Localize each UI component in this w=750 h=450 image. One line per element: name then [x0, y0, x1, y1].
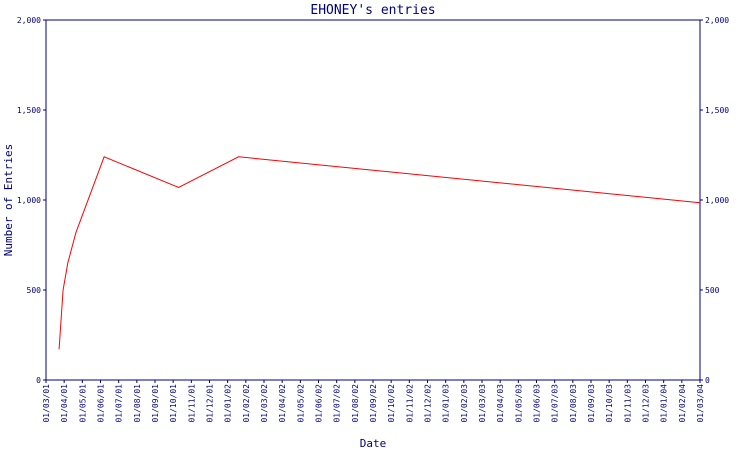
y-tick-label: 1,500: [17, 106, 41, 115]
y-tick-label: 0: [36, 376, 41, 385]
x-tick-label: 01/08/01: [133, 384, 142, 423]
x-tick-label: 01/03/04: [696, 384, 705, 423]
x-tick-label: 01/04/01: [60, 384, 69, 423]
x-axis-label: Date: [360, 437, 387, 450]
x-tick-label: 01/02/04: [678, 384, 687, 423]
y-tick-label: 500: [27, 286, 42, 295]
x-tick-label: 01/11/03: [623, 384, 632, 423]
x-tick-label: 01/08/02: [351, 384, 360, 423]
x-tick-label: 01/11/02: [405, 384, 414, 423]
x-tick-label: 01/12/03: [642, 384, 651, 423]
y2-tick-label: 2,000: [705, 16, 729, 25]
x-tick-label: 01/03/01: [42, 384, 51, 423]
x-tick-label: 01/02/03: [460, 384, 469, 423]
x-tick-label: 01/10/02: [387, 384, 396, 423]
x-tick-label: 01/07/02: [333, 384, 342, 423]
x-tick-label: 01/05/02: [296, 384, 305, 423]
y-tick-label: 2,000: [17, 16, 41, 25]
y-axis-label: Number of Entries: [2, 144, 15, 257]
x-tick-label: 01/07/01: [115, 384, 124, 423]
x-tick-label: 01/01/03: [442, 384, 451, 423]
x-tick-label: 01/06/01: [97, 384, 106, 423]
x-tick-label: 01/06/03: [533, 384, 542, 423]
x-tick-label: 01/08/03: [569, 384, 578, 423]
x-tick-label: 01/12/01: [206, 384, 215, 423]
x-tick-label: 01/05/01: [78, 384, 87, 423]
x-tick-label: 01/01/04: [660, 384, 669, 423]
x-tick-label: 01/03/02: [260, 384, 269, 423]
line-series: [58, 156, 701, 350]
x-tick-label: 01/10/03: [605, 384, 614, 423]
chart-title: EHONEY's entries: [310, 3, 435, 18]
x-tick-label: 01/02/02: [242, 384, 251, 423]
plot-frame: [45, 19, 701, 381]
x-tick-label: 01/09/03: [587, 384, 596, 423]
x-tick-label: 01/01/02: [224, 384, 233, 423]
x-tick-label: 01/03/03: [478, 384, 487, 423]
y2-tick-label: 500: [705, 286, 720, 295]
y-tick-label: 1,000: [17, 196, 41, 205]
x-tick-label: 01/09/02: [369, 384, 378, 423]
x-tick-label: 01/09/01: [151, 384, 160, 423]
y2-tick-label: 1,000: [705, 196, 729, 205]
x-tick-label: 01/04/03: [496, 384, 505, 423]
x-tick-label: 01/07/03: [551, 384, 560, 423]
x-tick-label: 01/10/01: [169, 384, 178, 423]
x-tick-label: 01/04/02: [278, 384, 287, 423]
y2-tick-label: 0: [705, 376, 710, 385]
x-tick-label: 01/11/01: [187, 384, 196, 423]
x-tick-label: 01/12/02: [424, 384, 433, 423]
x-tick-label: 01/06/02: [315, 384, 324, 423]
y2-tick-label: 1,500: [705, 106, 729, 115]
x-tick-label: 01/05/03: [514, 384, 523, 423]
